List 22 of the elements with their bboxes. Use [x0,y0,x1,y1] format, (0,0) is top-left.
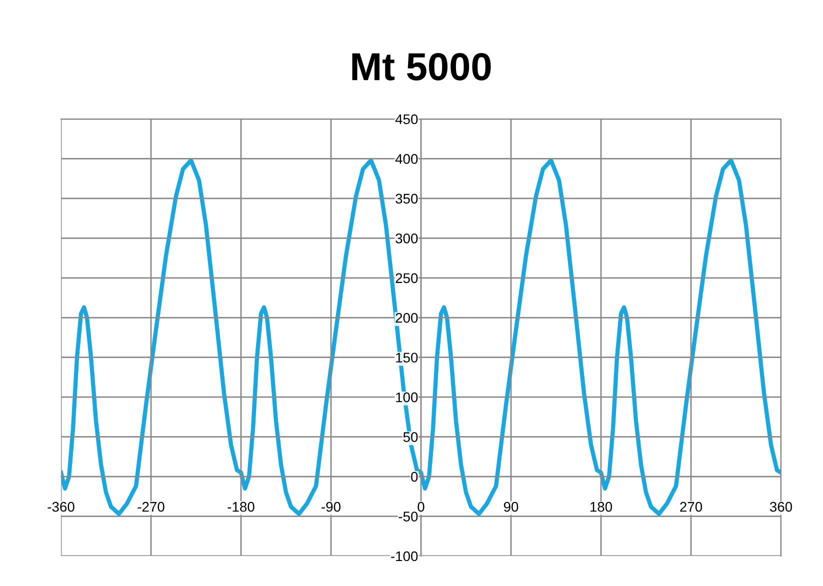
y-tick-label: -50 [398,512,418,522]
y-tick-label: 250 [396,273,418,284]
y-tick-label: 100 [396,392,418,402]
chart-title: Mt 5000 [352,52,491,80]
x-tick-label: 180 [590,502,612,512]
y-tick-label: 350 [396,194,418,204]
y-tick-label: 150 [396,352,418,363]
x-tick-label: 90 [504,502,518,512]
x-tick-label: -180 [228,502,254,512]
y-tick-label: 50 [403,432,418,442]
x-tick-label: -90 [322,502,340,512]
y-tick-label: 450 [395,114,418,124]
y-tick-label: 0 [411,472,418,482]
y-tick-label: 400 [395,154,418,164]
x-tick-label: 270 [680,502,702,512]
y-tick-label: -100 [391,551,418,562]
y-tick-label: 300 [396,234,418,244]
x-tick-label: -360 [48,502,74,512]
x-tick-label: 0 [418,502,424,512]
x-tick-label: -270 [138,502,164,512]
y-tick-label: 200 [396,312,418,323]
x-tick-label: 360 [770,502,792,512]
